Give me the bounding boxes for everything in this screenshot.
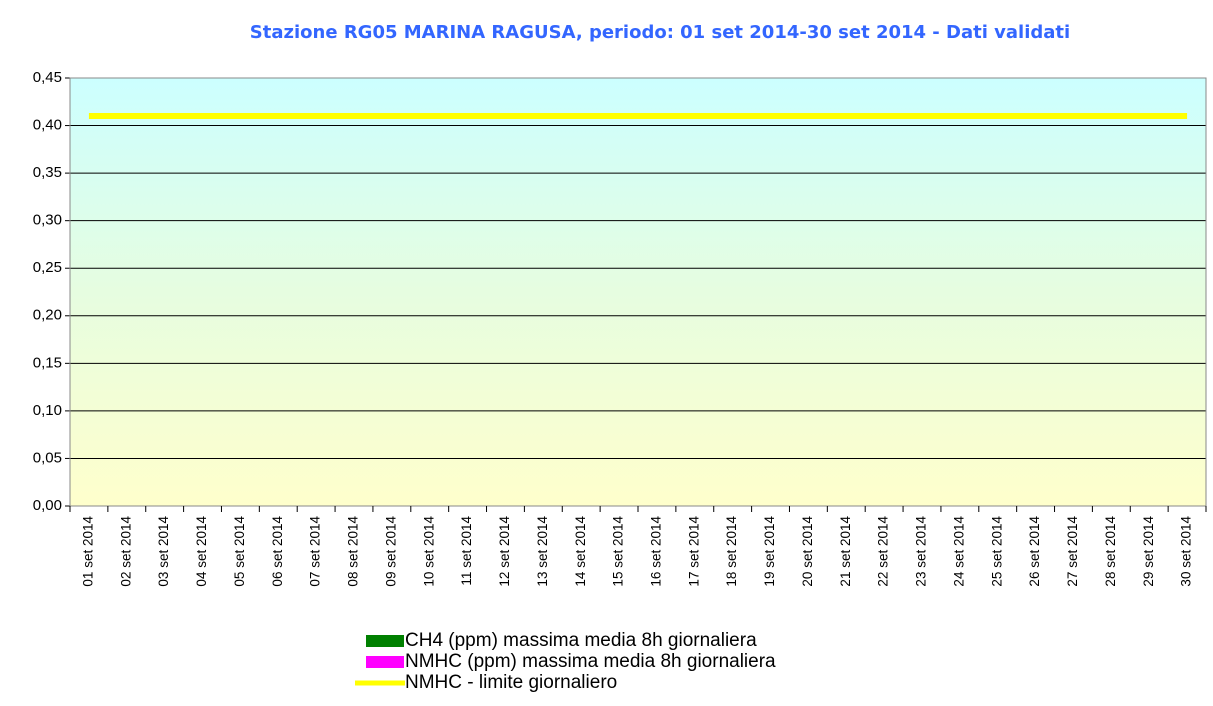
y-tick-label: 0,25 bbox=[33, 259, 62, 276]
x-tick-label: 09 set 2014 bbox=[383, 516, 398, 587]
x-tick-label: 29 set 2014 bbox=[1141, 516, 1156, 587]
x-tick-label: 06 set 2014 bbox=[270, 516, 285, 587]
x-tick-label: 25 set 2014 bbox=[989, 516, 1004, 587]
x-tick-label: 24 set 2014 bbox=[951, 516, 966, 587]
y-tick-label: 0,00 bbox=[33, 497, 62, 514]
x-tick-label: 01 set 2014 bbox=[80, 516, 95, 587]
legend-label: CH4 (ppm) massima media 8h giornaliera bbox=[405, 630, 757, 651]
y-tick-label: 0,15 bbox=[33, 354, 62, 371]
x-tick-label: 19 set 2014 bbox=[762, 516, 777, 587]
legend-swatch bbox=[366, 635, 404, 647]
x-tick-label: 11 set 2014 bbox=[459, 516, 474, 586]
x-tick-label: 05 set 2014 bbox=[232, 516, 247, 587]
plot-area bbox=[70, 78, 1206, 506]
x-tick-label: 28 set 2014 bbox=[1103, 516, 1118, 587]
x-tick-label: 04 set 2014 bbox=[194, 516, 209, 587]
x-tick-label: 14 set 2014 bbox=[573, 516, 588, 587]
x-tick-label: 20 set 2014 bbox=[800, 516, 815, 587]
x-tick-label: 21 set 2014 bbox=[838, 516, 853, 587]
x-tick-label: 10 set 2014 bbox=[421, 516, 436, 587]
y-tick-label: 0,05 bbox=[33, 449, 62, 466]
x-tick-label: 13 set 2014 bbox=[535, 516, 550, 587]
legend-label: NMHC - limite giornaliero bbox=[405, 672, 617, 693]
y-tick-label: 0,45 bbox=[33, 69, 62, 86]
x-tick-label: 03 set 2014 bbox=[156, 516, 171, 587]
x-tick-label: 02 set 2014 bbox=[118, 516, 133, 587]
x-tick-label: 08 set 2014 bbox=[346, 516, 361, 587]
x-tick-label: 27 set 2014 bbox=[1065, 516, 1080, 587]
chart-title: Stazione RG05 MARINA RAGUSA, periodo: 01… bbox=[250, 22, 1070, 43]
x-tick-label: 12 set 2014 bbox=[497, 516, 512, 587]
legend-label: NMHC (ppm) massima media 8h giornaliera bbox=[405, 651, 776, 672]
y-tick-label: 0,20 bbox=[33, 307, 62, 324]
x-tick-label: 26 set 2014 bbox=[1027, 516, 1042, 587]
y-tick-label: 0,10 bbox=[33, 402, 62, 419]
x-tick-label: 30 set 2014 bbox=[1179, 516, 1194, 587]
y-tick-label: 0,30 bbox=[33, 212, 62, 229]
y-tick-label: 0,40 bbox=[33, 117, 62, 134]
x-tick-label: 07 set 2014 bbox=[308, 516, 323, 587]
x-tick-label: 18 set 2014 bbox=[724, 516, 739, 587]
x-tick-label: 16 set 2014 bbox=[648, 516, 663, 587]
x-tick-label: 22 set 2014 bbox=[876, 516, 891, 587]
x-tick-label: 17 set 2014 bbox=[686, 516, 701, 587]
legend-swatch bbox=[366, 656, 404, 668]
x-tick-label: 23 set 2014 bbox=[914, 516, 929, 587]
x-tick-label: 15 set 2014 bbox=[611, 516, 626, 587]
y-tick-label: 0,35 bbox=[33, 164, 62, 181]
